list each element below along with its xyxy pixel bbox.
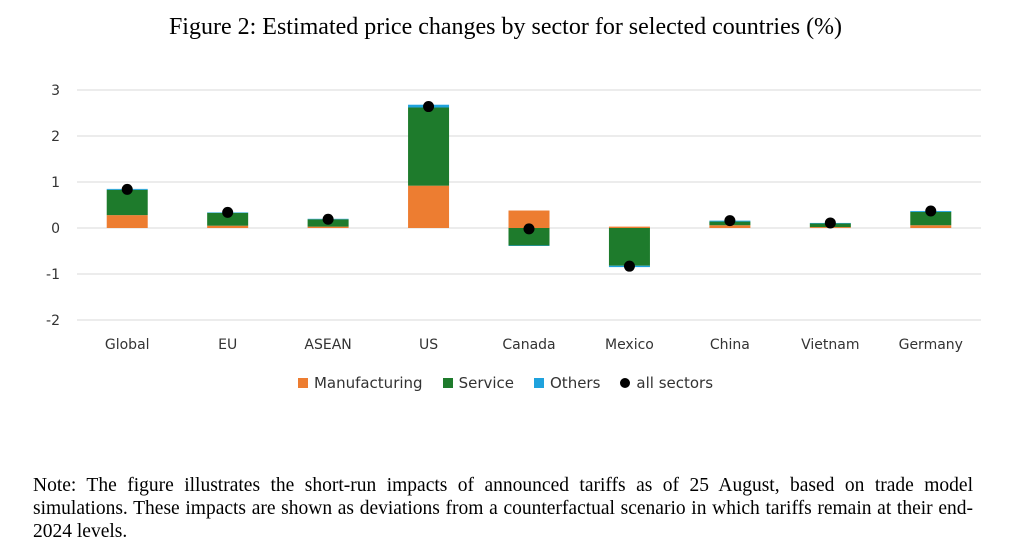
legend-manufacturing: Manufacturing	[297, 374, 423, 392]
bar-others-canada	[508, 245, 550, 246]
bar-service-eu	[207, 212, 249, 226]
bar-service-us	[408, 107, 450, 186]
x-tick-label: Global	[105, 337, 150, 353]
bar-manufacturing-us	[408, 185, 450, 228]
legend-manufacturing-label: Manufacturing	[313, 374, 423, 392]
all-sectors-points	[121, 101, 937, 272]
x-tick-label: ASEAN	[304, 337, 351, 353]
bar-manufacturing-china	[709, 225, 751, 228]
point-all-sectors-germany	[925, 205, 937, 217]
legend-service: Service	[442, 374, 514, 392]
service-swatch	[442, 378, 453, 388]
y-tick-label: 3	[51, 83, 60, 99]
point-all-sectors-canada	[523, 223, 535, 235]
point-all-sectors-china	[724, 215, 736, 227]
x-axis-ticks: Global EU ASEAN US Canada Mexico China Vietnam G…	[105, 337, 963, 353]
point-all-sectors-vietnam	[824, 217, 836, 229]
bar-manufacturing-global	[106, 215, 148, 228]
legend-all-sectors-label: all sectors	[636, 374, 714, 392]
x-tick-label: Vietnam	[801, 337, 859, 353]
y-axis-ticks: 3 2 1 0 -1 -2	[46, 83, 60, 329]
y-tick-label: 0	[51, 221, 60, 237]
chart-svg: 3 2 1 0 -1 -2 Global EU ASEAN US Canada Mexico Chin…	[46, 83, 981, 353]
legend: Manufacturing Service Others all sectors	[0, 374, 1011, 392]
x-tick-label: Canada	[502, 337, 555, 353]
manufacturing-swatch	[297, 378, 308, 388]
legend-all-sectors: all sectors	[620, 374, 713, 392]
grid	[77, 89, 981, 321]
bar-manufacturing-canada	[508, 210, 550, 228]
bar-manufacturing-eu	[207, 225, 249, 228]
bar-service-canada	[508, 228, 550, 246]
x-tick-label: US	[419, 337, 438, 353]
all-sectors-swatch	[620, 378, 631, 388]
bar-manufacturing-mexico	[608, 226, 650, 228]
y-tick-label: -1	[46, 267, 60, 283]
legend-others-label: Others	[550, 374, 601, 392]
x-tick-label: EU	[218, 337, 237, 353]
legend-service-label: Service	[458, 374, 514, 392]
point-all-sectors-global	[121, 183, 133, 195]
x-tick-label: Germany	[899, 337, 963, 353]
bars	[106, 104, 952, 268]
y-tick-label: -2	[46, 313, 60, 329]
y-tick-label: 1	[51, 175, 60, 191]
figure-note: Note: The figure illustrates the short-r…	[33, 475, 973, 542]
others-swatch	[534, 378, 544, 388]
bar-manufacturing-germany	[910, 225, 952, 228]
bar-service-mexico	[608, 228, 650, 266]
x-tick-label: Mexico	[605, 337, 654, 353]
point-all-sectors-mexico	[623, 260, 635, 272]
bar-service-germany	[910, 211, 952, 226]
legend-others: Others	[534, 374, 600, 392]
chart-title: Figure 2: Estimated price changes by sec…	[168, 14, 843, 40]
point-all-sectors-eu	[222, 206, 234, 218]
y-tick-label: 2	[51, 129, 60, 145]
x-tick-label: China	[710, 337, 750, 353]
point-all-sectors-us	[423, 101, 435, 113]
point-all-sectors-asean	[322, 213, 334, 225]
bar-manufacturing-asean	[307, 226, 349, 228]
